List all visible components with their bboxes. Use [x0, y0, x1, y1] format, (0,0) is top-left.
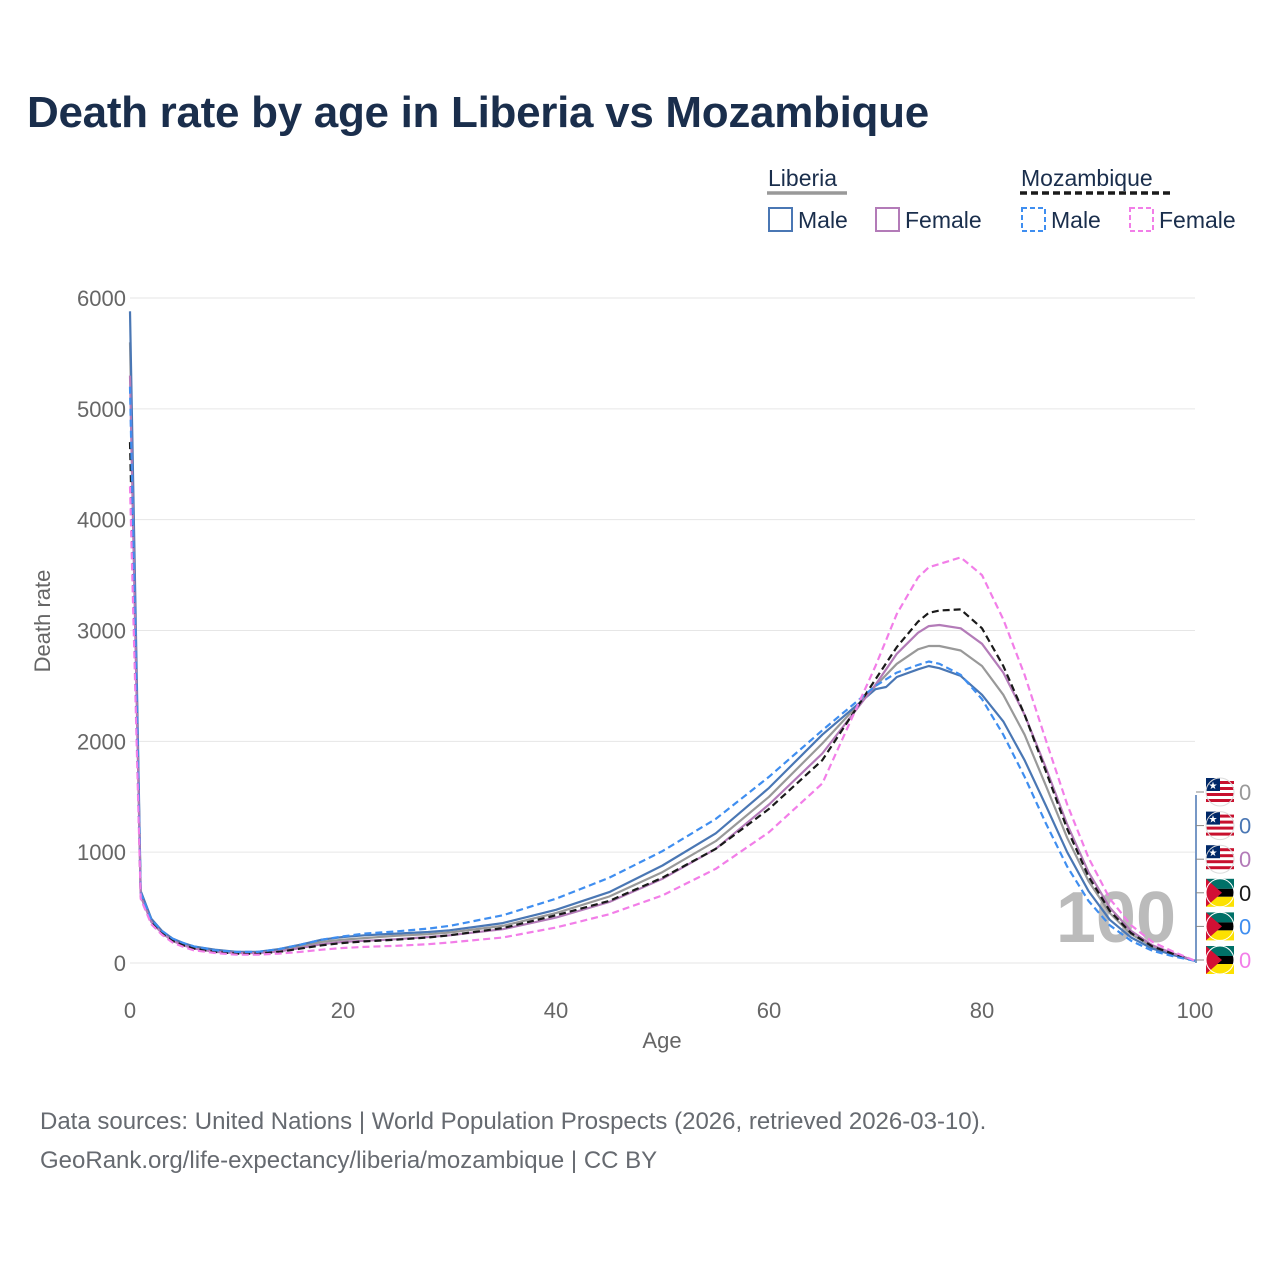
- flag-canton: [1206, 778, 1220, 791]
- flag-band-green: [1206, 946, 1234, 956]
- end-value-label: 0: [1239, 914, 1251, 939]
- flag-triangle: [1206, 912, 1222, 941]
- end-labels: ★ 0 ★ 0 ★ 0 0 0 0: [1195, 777, 1251, 975]
- legend-label-liberia-male[interactable]: Male: [798, 207, 848, 233]
- liberia-flag-icon: ★: [1205, 844, 1235, 874]
- y-tick-label: 5000: [77, 397, 126, 422]
- flag-band-green: [1206, 878, 1234, 889]
- flag-border: [1205, 811, 1235, 841]
- flag-star: ★: [1209, 781, 1218, 792]
- flag-band-yellow: [1206, 896, 1234, 907]
- flag-canton: [1206, 811, 1220, 825]
- flag-stripe: [1206, 793, 1234, 796]
- legend-swatch-liberia-female[interactable]: [875, 207, 900, 232]
- x-tick-label: 0: [124, 998, 136, 1023]
- flag-border: [1205, 777, 1235, 807]
- flag-canton: [1206, 845, 1220, 859]
- end-value-label: 0: [1239, 881, 1251, 906]
- x-tick-label: 40: [544, 998, 568, 1023]
- legend-label-mozambique-male[interactable]: Male: [1051, 207, 1101, 233]
- y-tick-label: 4000: [77, 508, 126, 533]
- series-line-mozambique-male: [128, 386, 1196, 962]
- gridlines: [130, 297, 1195, 964]
- flag-border: [1205, 878, 1235, 908]
- flag-stripe: [1206, 866, 1234, 870]
- flag-stripe: [1206, 799, 1234, 802]
- x-tick-label: 20: [331, 998, 355, 1023]
- flag-star: ★: [1209, 815, 1218, 826]
- series-line-mozambique-female: [128, 486, 1196, 962]
- y-tick-label: 3000: [77, 619, 126, 644]
- x-tick-label: 100: [1177, 998, 1214, 1023]
- end-value-label: 0: [1239, 814, 1251, 839]
- flag-border: [1205, 945, 1235, 975]
- source-line-2[interactable]: GeoRank.org/life-expectancy/liberia/moza…: [40, 1147, 658, 1174]
- y-tick-label: 2000: [77, 729, 126, 754]
- mozambique-flag-icon: [1205, 911, 1235, 941]
- y-axis-ticks: 0 1000 2000 3000 4000 5000 6000: [77, 286, 126, 976]
- series-line-mozambique-total: [128, 442, 1196, 962]
- liberia-flag-icon: ★: [1205, 811, 1235, 841]
- flag-border: [1205, 844, 1235, 874]
- flag-star: ★: [1209, 848, 1218, 859]
- y-tick-label: 0: [114, 951, 126, 976]
- series-lines: [128, 311, 1196, 962]
- flag-stripe: [1206, 826, 1234, 830]
- flag-stripe: [1206, 860, 1234, 864]
- mozambique-flag-icon: [1205, 945, 1235, 975]
- legend-swatch-mozambique-female[interactable]: [1129, 207, 1154, 232]
- x-axis-label: Age: [642, 1028, 681, 1053]
- end-value-label: 0: [1239, 948, 1251, 973]
- y-tick-label: 1000: [77, 840, 126, 865]
- mozambique-flag-icon: [1205, 878, 1235, 908]
- legend-swatch-mozambique-male[interactable]: [1021, 207, 1046, 232]
- legend-label-mozambique-female[interactable]: Female: [1159, 207, 1236, 233]
- flag-stripe: [1206, 832, 1234, 836]
- flag-band-green: [1206, 912, 1234, 923]
- x-axis-ticks: 0 20 40 60 80 100: [124, 998, 1213, 1023]
- flag-border: [1205, 911, 1235, 941]
- flag-triangle: [1206, 878, 1222, 907]
- series-line-liberia-total: [128, 342, 1196, 962]
- y-axis-label: Death rate: [30, 570, 55, 673]
- end-value-label: 0: [1239, 847, 1251, 872]
- legend-title-mozambique: Mozambique: [1021, 165, 1153, 191]
- flag-band-yellow: [1206, 964, 1234, 974]
- legend-swatch-liberia-male[interactable]: [768, 207, 793, 232]
- legend-title-liberia: Liberia: [768, 165, 837, 191]
- chart-title: Death rate by age in Liberia vs Mozambiq…: [27, 88, 929, 137]
- legend-label-liberia-female[interactable]: Female: [905, 207, 982, 233]
- flag-triangle: [1206, 946, 1222, 974]
- end-value-label: 0: [1239, 780, 1251, 805]
- x-tick-label: 80: [970, 998, 994, 1023]
- liberia-flag-icon: ★: [1205, 777, 1235, 807]
- x-tick-label: 60: [757, 998, 781, 1023]
- flag-band-yellow: [1206, 930, 1234, 941]
- source-line-1: Data sources: United Nations | World Pop…: [40, 1108, 987, 1135]
- y-tick-label: 6000: [77, 286, 126, 311]
